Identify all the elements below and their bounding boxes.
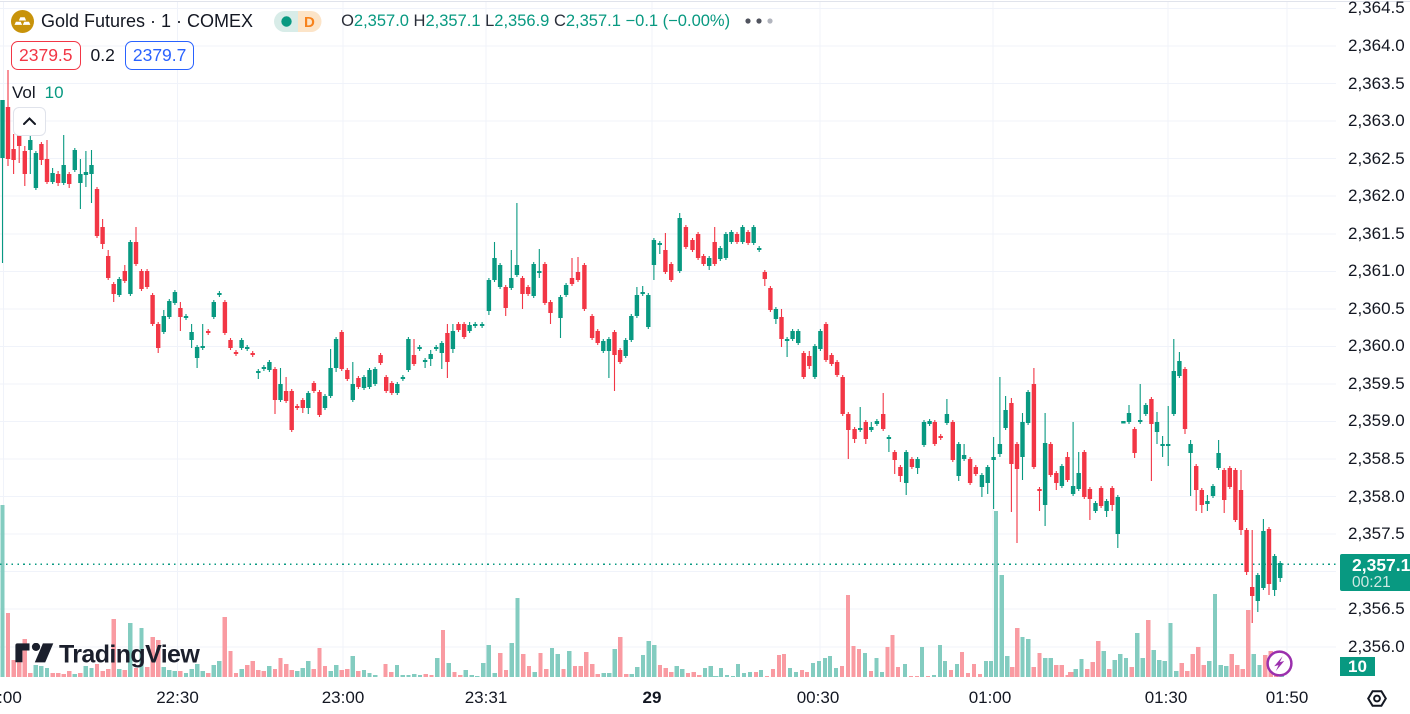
svg-text:D: D (304, 14, 315, 31)
svg-text:TradingView: TradingView (59, 643, 200, 669)
